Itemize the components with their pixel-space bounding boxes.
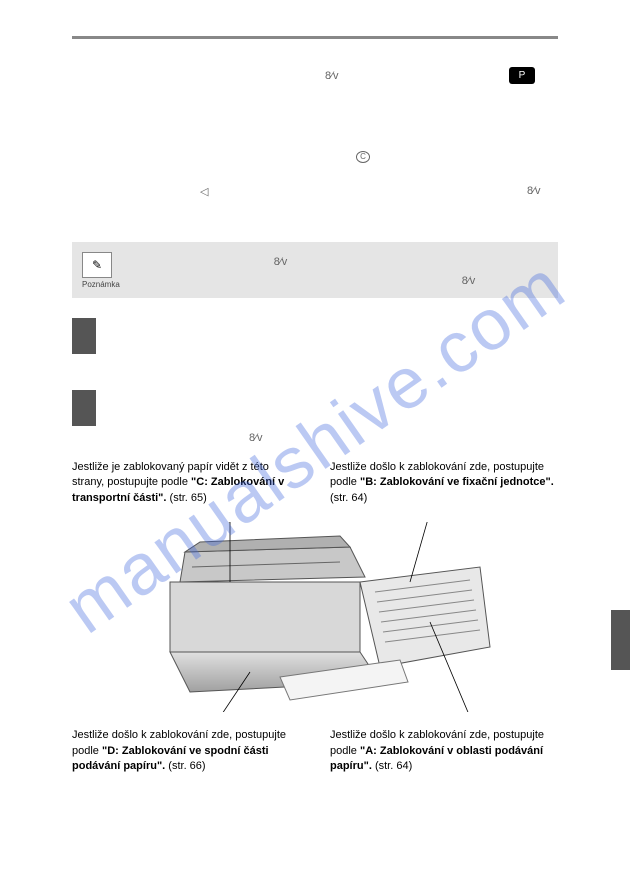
callout-top-right: Jestliže došlo k zablokování zde, postup…: [330, 460, 558, 506]
page-number-badge: P: [509, 67, 535, 84]
jam-icon: 8⁄v: [274, 256, 287, 268]
chapter-side-tab: [611, 610, 630, 670]
section-tab-2: [72, 390, 96, 426]
note-pencil-icon: ✎: [82, 252, 112, 278]
triangle-icon: ◁: [200, 185, 208, 198]
jam-icon: 8⁄v: [462, 275, 475, 287]
printer-illustration: [130, 522, 500, 712]
callout-bottom-right: Jestliže došlo k zablokování zde, postup…: [330, 728, 558, 774]
note-box: ✎ Poznámka 8⁄v 8⁄v: [72, 242, 558, 298]
note-label: Poznámka: [82, 280, 120, 289]
printer-diagram: [130, 522, 500, 712]
jam-icon: 8⁄v: [527, 185, 540, 197]
jam-icon: 8⁄v: [325, 70, 338, 82]
top-rule: [72, 36, 558, 39]
diagram-area: Jestliže je zablokovaný papír vidět z té…: [72, 460, 558, 774]
note-icon-column: ✎ Poznámka: [82, 252, 120, 289]
section-tab-1: [72, 318, 96, 354]
callout-top-left: Jestliže je zablokovaný papír vidět z té…: [72, 460, 300, 506]
callout-bottom-left: Jestliže došlo k zablokování zde, postup…: [72, 728, 300, 774]
jam-icon: 8⁄v: [249, 432, 262, 444]
page-badge-text: P: [519, 70, 526, 81]
c-circle-icon: C: [356, 150, 370, 163]
